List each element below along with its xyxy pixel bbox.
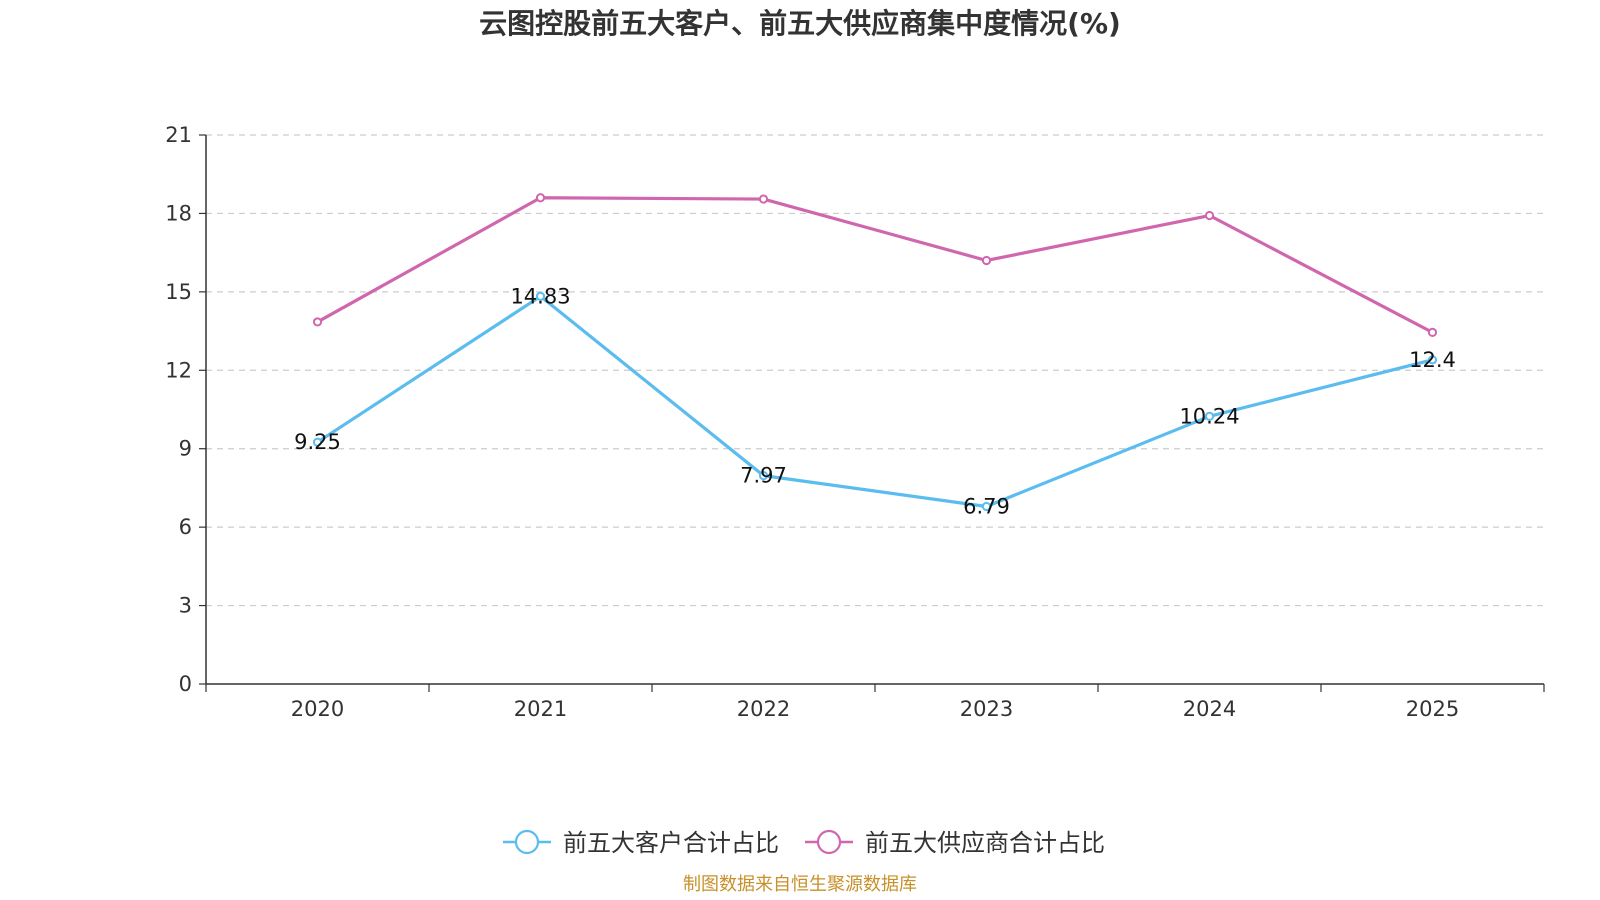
data-point[interactable] — [981, 501, 992, 512]
data-label: 10.24 — [1179, 404, 1239, 428]
legend-item-suppliers[interactable]: 前五大供应商合计占比 — [805, 829, 1105, 857]
data-point[interactable] — [981, 255, 992, 266]
y-tick-label: 3 — [179, 594, 192, 618]
series-line-customers — [315, 294, 1435, 509]
data-label: 12.4 — [1409, 348, 1456, 372]
legend-marker — [816, 829, 842, 855]
data-point[interactable] — [758, 194, 769, 204]
data-point[interactable] — [1427, 355, 1438, 365]
legend[interactable]: 前五大客户合计占比 前五大供应商合计占比 — [503, 829, 1105, 857]
data-labels: 9.25 14.83 7.97 6.79 10.24 12.4 — [294, 284, 1456, 518]
x-tick-label: 2022 — [737, 697, 790, 721]
y-tick-label: 6 — [179, 515, 192, 539]
data-point[interactable] — [1204, 210, 1215, 221]
data-point[interactable] — [535, 291, 546, 301]
legend-item-customers[interactable]: 前五大客户合计占比 — [503, 829, 779, 857]
chart-title: 云图控股前五大客户、前五大供应商集中度情况(%) — [479, 7, 1121, 40]
y-tick-label: 12 — [165, 358, 192, 382]
x-tick-label: 2024 — [1183, 697, 1236, 721]
y-tick-label: 9 — [179, 437, 192, 461]
data-point[interactable] — [535, 193, 546, 203]
grid-lines — [206, 134, 1544, 607]
series-line-suppliers — [315, 196, 1435, 334]
y-tick-label: 18 — [165, 201, 192, 225]
data-point[interactable] — [758, 471, 769, 481]
x-tick-label: 2021 — [514, 697, 567, 721]
series-layer — [312, 193, 1438, 512]
source-note: 制图数据来自恒生聚源数据库 — [683, 874, 917, 895]
data-point[interactable] — [312, 437, 323, 447]
y-tick-label: 0 — [179, 672, 192, 696]
y-tick-label: 15 — [165, 280, 192, 304]
data-label: 9.25 — [294, 430, 341, 454]
legend-label: 前五大供应商合计占比 — [865, 829, 1105, 857]
axes: 0 3 6 9 12 15 18 21 2020 2021 2022 2023 2024 2025 — [165, 123, 1545, 721]
data-label: 14.83 — [510, 284, 570, 308]
data-point[interactable] — [312, 317, 323, 327]
data-label: 7.97 — [740, 464, 787, 488]
x-tick-label: 2020 — [291, 697, 344, 721]
y-tick-label: 21 — [165, 123, 192, 147]
data-point[interactable] — [1204, 411, 1215, 421]
x-tick-label: 2025 — [1406, 697, 1459, 721]
legend-marker — [514, 829, 540, 855]
x-tick-label: 2023 — [960, 697, 1013, 721]
data-label: 6.79 — [963, 494, 1010, 518]
legend-label: 前五大客户合计占比 — [563, 829, 779, 857]
data-point[interactable] — [1427, 327, 1438, 337]
